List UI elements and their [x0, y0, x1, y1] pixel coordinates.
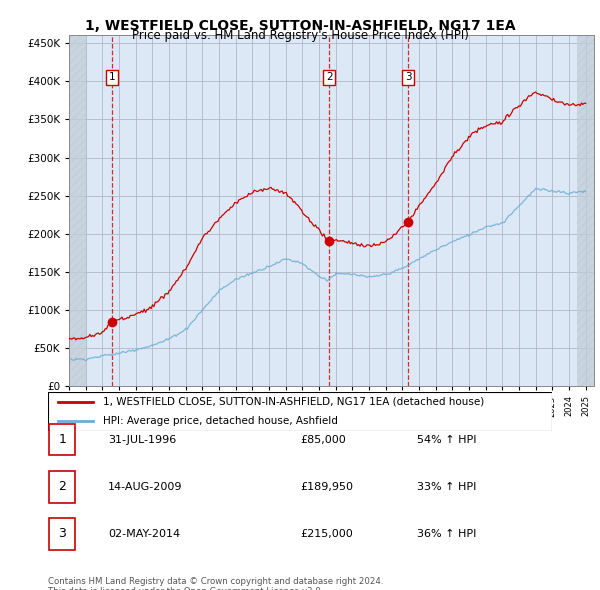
Text: 54% ↑ HPI: 54% ↑ HPI [417, 435, 476, 444]
Text: Price paid vs. HM Land Registry's House Price Index (HPI): Price paid vs. HM Land Registry's House … [131, 30, 469, 42]
Text: 33% ↑ HPI: 33% ↑ HPI [417, 482, 476, 491]
Text: 3: 3 [404, 73, 412, 83]
Text: 36% ↑ HPI: 36% ↑ HPI [417, 529, 476, 539]
Text: 02-MAY-2014: 02-MAY-2014 [108, 529, 180, 539]
Text: £85,000: £85,000 [300, 435, 346, 444]
Text: 1, WESTFIELD CLOSE, SUTTON-IN-ASHFIELD, NG17 1EA (detached house): 1, WESTFIELD CLOSE, SUTTON-IN-ASHFIELD, … [103, 397, 485, 407]
Text: HPI: Average price, detached house, Ashfield: HPI: Average price, detached house, Ashf… [103, 416, 338, 426]
Text: 1, WESTFIELD CLOSE, SUTTON-IN-ASHFIELD, NG17 1EA: 1, WESTFIELD CLOSE, SUTTON-IN-ASHFIELD, … [85, 19, 515, 33]
Text: 31-JUL-1996: 31-JUL-1996 [108, 435, 176, 444]
Text: 14-AUG-2009: 14-AUG-2009 [108, 482, 182, 491]
Text: £215,000: £215,000 [300, 529, 353, 539]
Text: 2: 2 [58, 480, 67, 493]
FancyBboxPatch shape [48, 392, 552, 431]
Text: 1: 1 [58, 433, 67, 446]
Text: 2: 2 [326, 73, 332, 83]
Text: 3: 3 [58, 527, 67, 540]
Text: £189,950: £189,950 [300, 482, 353, 491]
FancyBboxPatch shape [49, 424, 76, 455]
FancyBboxPatch shape [49, 518, 76, 550]
FancyBboxPatch shape [49, 471, 76, 503]
Text: 1: 1 [109, 73, 115, 83]
Text: Contains HM Land Registry data © Crown copyright and database right 2024.
This d: Contains HM Land Registry data © Crown c… [48, 577, 383, 590]
